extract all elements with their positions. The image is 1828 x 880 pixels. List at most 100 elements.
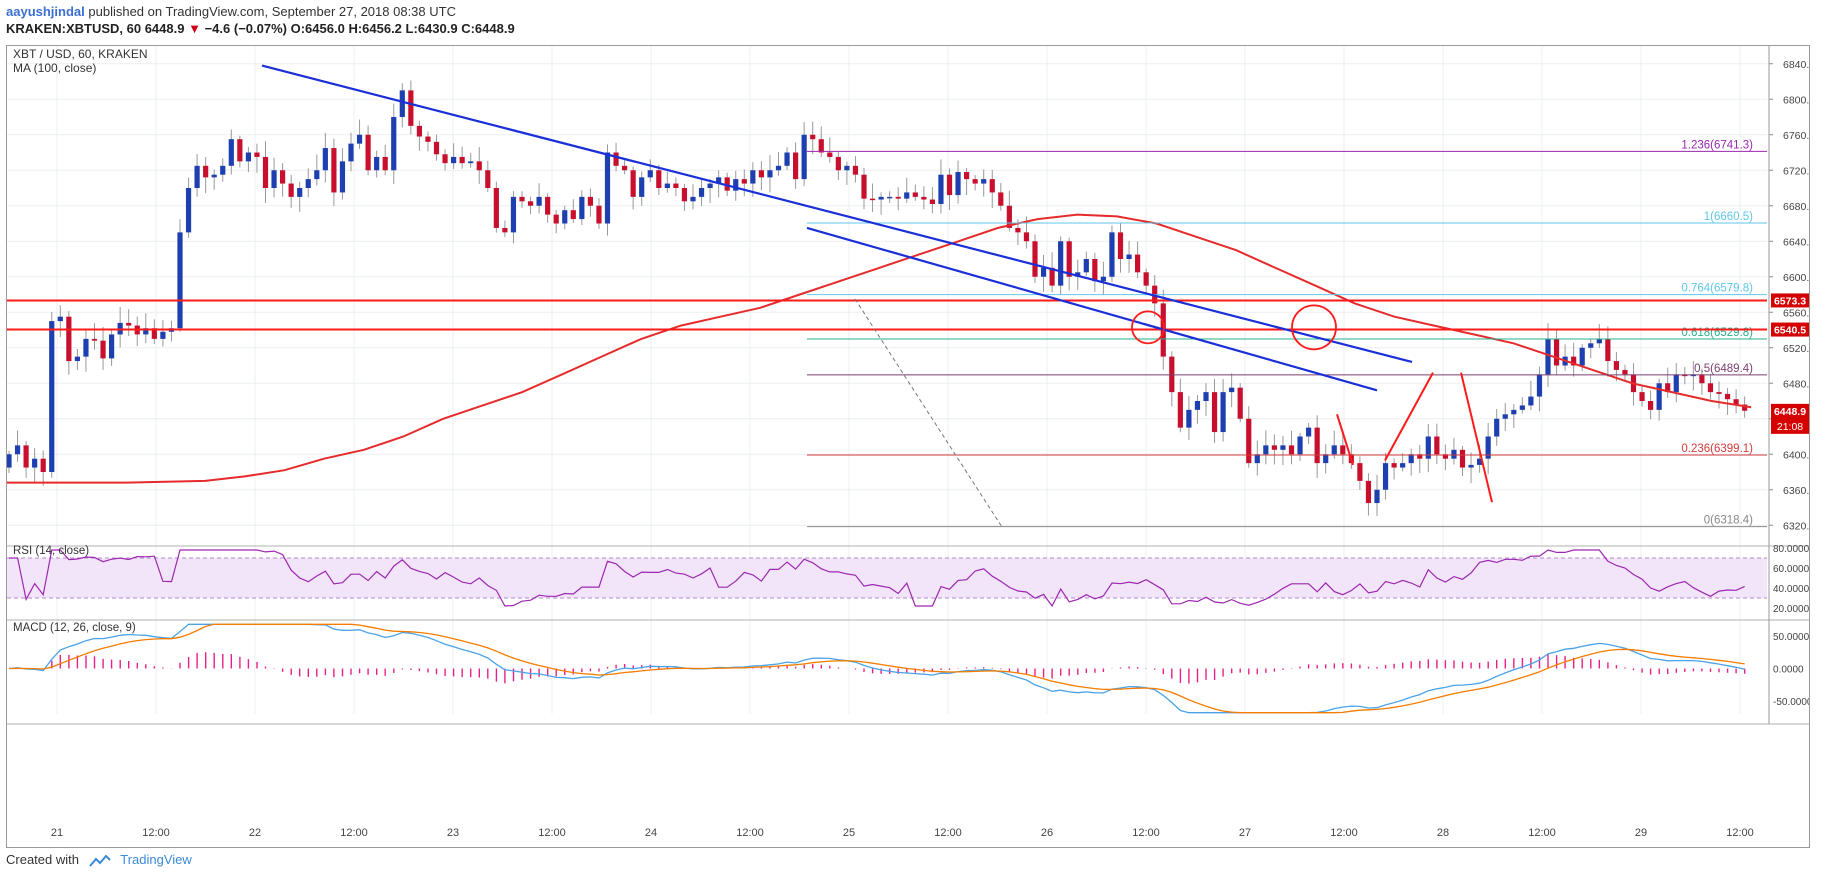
candle-body bbox=[83, 338, 89, 357]
candle-body bbox=[1400, 463, 1406, 468]
projection-line bbox=[1384, 372, 1434, 461]
candle-body bbox=[23, 445, 29, 468]
fib-level-label: 1.236(6741.3) bbox=[1681, 139, 1753, 151]
candle-body bbox=[1032, 241, 1038, 277]
candle-body bbox=[1229, 387, 1235, 393]
candle-body bbox=[964, 172, 970, 180]
candle-body bbox=[374, 156, 380, 171]
candle-body bbox=[331, 148, 337, 193]
candle-body bbox=[613, 152, 619, 166]
candle-body bbox=[647, 170, 653, 178]
candle-body bbox=[1006, 205, 1012, 228]
chart-title: XBT / USD, 60, KRAKEN bbox=[13, 47, 148, 61]
candle-body bbox=[14, 445, 21, 455]
close-value: C:6448.9 bbox=[461, 21, 515, 36]
candle-body bbox=[109, 334, 115, 359]
candle-body bbox=[416, 125, 422, 137]
fib-level-label: 1(6660.5) bbox=[1704, 211, 1753, 223]
candle-body bbox=[126, 322, 132, 326]
y-tick-label: 6400.0 bbox=[1783, 449, 1809, 461]
candle-body bbox=[716, 177, 722, 184]
rsi-tick-label: 40.0000 bbox=[1773, 584, 1809, 595]
candle-body bbox=[1049, 267, 1055, 286]
candle-body bbox=[1015, 227, 1021, 233]
candle-body bbox=[1314, 427, 1320, 464]
candle-body bbox=[998, 192, 1004, 206]
candle-body bbox=[100, 340, 106, 359]
author-link[interactable]: aayushjindal bbox=[6, 4, 85, 19]
candle-body bbox=[946, 174, 953, 196]
candle-body bbox=[929, 199, 935, 204]
candle-body bbox=[1648, 401, 1654, 410]
candle-body bbox=[1306, 427, 1312, 437]
candle-body bbox=[622, 165, 628, 171]
price-chart[interactable]: 6840.0 6800.0 6760.0 6720.0 6680.0 6640.0 6600… bbox=[7, 46, 1809, 847]
candle-body bbox=[493, 188, 499, 228]
candle-body bbox=[904, 192, 910, 199]
candle-body bbox=[1263, 445, 1269, 455]
candle-body bbox=[185, 188, 192, 233]
projection-line bbox=[1460, 372, 1493, 503]
candle-body bbox=[545, 196, 551, 215]
candle-body bbox=[442, 154, 448, 164]
y-tick-label: 6840.0 bbox=[1783, 59, 1809, 71]
candle-body bbox=[1280, 445, 1286, 450]
candle-body bbox=[1673, 374, 1679, 393]
candle-body bbox=[1417, 454, 1423, 459]
candle-body bbox=[519, 196, 525, 202]
projection-line bbox=[1336, 414, 1354, 466]
rsi-line bbox=[9, 549, 1745, 608]
candle-body bbox=[1571, 356, 1577, 366]
candle-body bbox=[639, 177, 645, 197]
candle-body bbox=[1425, 436, 1431, 459]
macd-legend: MACD (12, 26, close, 9) bbox=[13, 622, 136, 634]
candle-body bbox=[1075, 272, 1081, 277]
candle-body bbox=[698, 188, 705, 197]
candle-body bbox=[1288, 445, 1295, 455]
candle-body bbox=[280, 170, 286, 184]
candle-body bbox=[553, 214, 559, 224]
candle-body bbox=[1237, 387, 1243, 419]
y-tick-label: 6480.0 bbox=[1783, 378, 1809, 390]
y-tick-label: 6360.0 bbox=[1783, 485, 1809, 497]
candle-body bbox=[536, 196, 542, 206]
fib-level-label: 0(6318.4) bbox=[1704, 515, 1753, 527]
candle-body bbox=[835, 156, 841, 171]
candle-body bbox=[382, 156, 388, 171]
candle-body bbox=[408, 90, 414, 126]
x-tick-label: 28 bbox=[1437, 827, 1449, 839]
candle-body bbox=[91, 338, 98, 341]
candle-body bbox=[1528, 396, 1534, 406]
x-tick-label: 12:00 bbox=[340, 827, 368, 839]
candle-body bbox=[1408, 454, 1414, 464]
candle-body bbox=[1023, 232, 1030, 242]
candle-body bbox=[1511, 409, 1517, 415]
candle-body bbox=[1545, 338, 1551, 375]
candle-body bbox=[1135, 254, 1141, 273]
y-tick-label: 6760.0 bbox=[1783, 130, 1809, 142]
x-tick-label: 12:00 bbox=[538, 827, 566, 839]
candle-body bbox=[451, 156, 457, 164]
candle-body bbox=[733, 179, 739, 191]
created-with-text: Created with bbox=[6, 852, 79, 867]
x-tick-label: 25 bbox=[843, 827, 855, 839]
candle-body bbox=[57, 316, 63, 322]
candle-body bbox=[981, 179, 987, 184]
candle-body bbox=[1553, 338, 1560, 366]
tradingview-link[interactable]: TradingView bbox=[120, 852, 192, 867]
candle-body bbox=[49, 321, 55, 472]
candle-body bbox=[938, 174, 944, 204]
candle-body bbox=[887, 196, 893, 199]
low-value: L:6430.9 bbox=[405, 21, 458, 36]
candle-body bbox=[399, 90, 405, 117]
candle-body bbox=[297, 188, 303, 197]
candle-body bbox=[1622, 369, 1628, 375]
fib-anchor-dashed-line bbox=[854, 298, 1003, 528]
candle-body bbox=[1211, 392, 1218, 433]
candle-body bbox=[237, 139, 243, 162]
chart-container[interactable]: 6840.0 6800.0 6760.0 6720.0 6680.0 6640.0 6600… bbox=[6, 45, 1810, 848]
candle-body bbox=[921, 196, 927, 200]
candle-body bbox=[758, 170, 764, 178]
candle-body bbox=[502, 227, 508, 233]
candle-body bbox=[1639, 392, 1645, 401]
